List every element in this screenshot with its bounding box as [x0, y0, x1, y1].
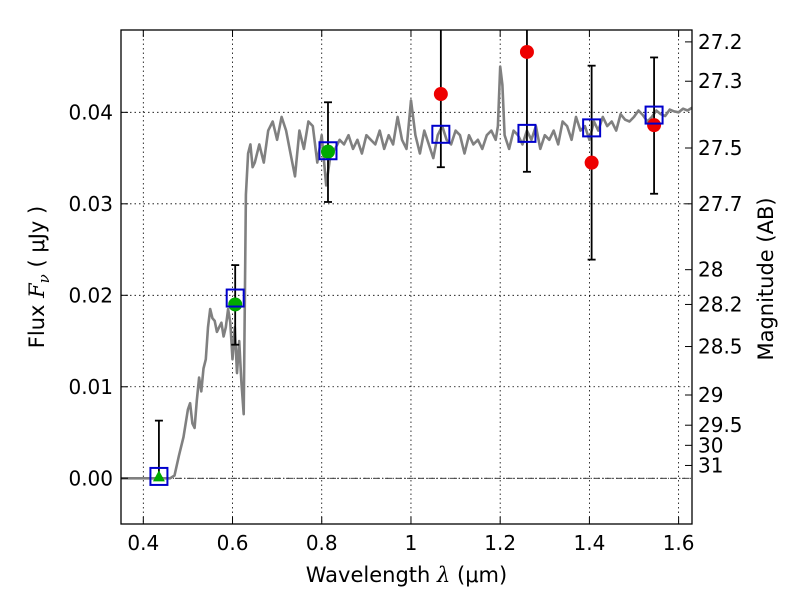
magnitude-tick-label: 29.5: [698, 413, 743, 437]
data-point: [584, 155, 599, 170]
data-point: [647, 118, 662, 133]
model-photometry-square: [149, 466, 169, 486]
model-photometry-square: [318, 141, 338, 161]
model-photometry-square: [644, 105, 664, 125]
magnitude-tick-label: 27.3: [698, 69, 743, 93]
x-tick-label: 0.8: [306, 531, 338, 555]
plot-frame: [120, 29, 693, 525]
magnitude-tick-label: 27.2: [698, 30, 743, 54]
x-tick-label: 1.2: [484, 531, 516, 555]
model-photometry-square: [582, 118, 602, 138]
y-tick-label: 0.00: [68, 466, 113, 490]
x-axis-ticks: 0.4 0.6 0.8 1 1.2 1.4 1.6: [127, 30, 695, 555]
y-tick-label: 0.02: [68, 283, 113, 307]
magnitude-tick-label: 27.7: [698, 192, 743, 216]
magnitude-tick-label: 29: [698, 383, 723, 407]
data-point: [433, 87, 448, 102]
data-point: [519, 44, 534, 59]
x-tick-label: 0.4: [127, 531, 159, 555]
magnitude-axis-label: Magnitude (AB): [754, 197, 778, 360]
upper-limit-triangle: [152, 470, 165, 482]
y-axis-ticks: 0.00 0.01 0.02 0.03 0.04: [68, 100, 128, 490]
model-photometry-square: [517, 123, 537, 143]
x-tick-label: 1.6: [663, 531, 695, 555]
x-axis-label: Wavelength λ (μm): [306, 563, 507, 587]
y-tick-label: 0.03: [68, 192, 113, 216]
magnitude-tick-label: 30: [698, 433, 723, 457]
magnitude-tick-label: 28.5: [698, 335, 743, 359]
data-point: [320, 144, 335, 159]
y-tick-label: 0.01: [68, 375, 113, 399]
model-photometry-square: [431, 124, 451, 144]
magnitude-tick-label: 31: [698, 453, 723, 477]
x-tick-label: 0.6: [217, 531, 249, 555]
x-tick-label: 1: [405, 531, 418, 555]
magnitude-tick-label: 27.5: [698, 136, 743, 160]
y-tick-label: 0.04: [68, 100, 113, 124]
y-axis-label: Flux Fν ( μJy ): [25, 206, 53, 348]
x-tick-label: 1.4: [573, 531, 605, 555]
magnitude-tick-label: 28: [698, 258, 723, 282]
plot-content: [121, 30, 692, 486]
data-point: [228, 297, 243, 312]
magnitude-tick-label: 28.2: [698, 292, 743, 316]
model-photometry-square: [225, 288, 245, 308]
